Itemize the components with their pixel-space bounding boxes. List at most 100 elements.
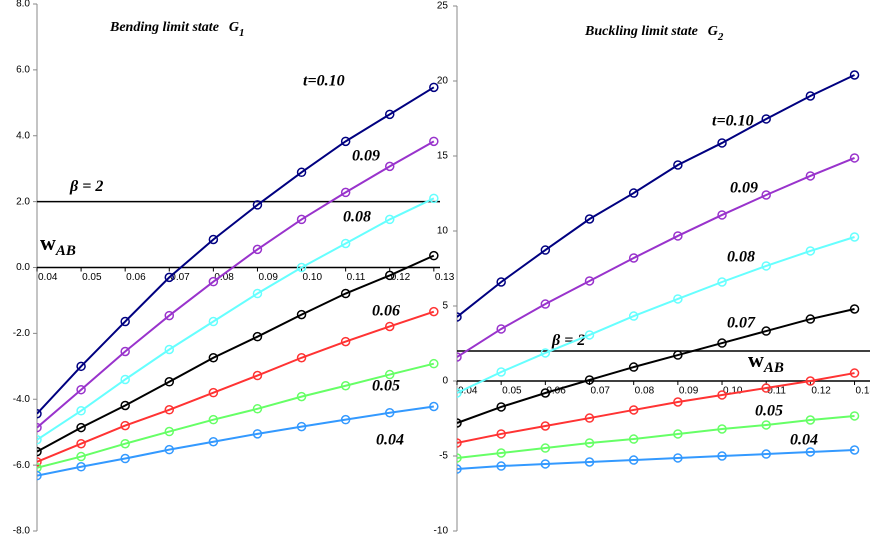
point [120,438,130,449]
series-line [37,86,435,415]
x-tick-label: 0.12 [391,272,411,283]
point [296,352,307,363]
point [384,369,395,380]
point [164,344,175,355]
point [37,408,42,419]
series-line [457,414,855,459]
series-line [37,362,435,469]
point [584,457,595,467]
point [628,434,639,444]
x-tick-label: 0.11 [347,272,366,283]
point [164,272,175,283]
point [496,448,506,458]
point [717,138,727,148]
y-tick-label: 0.0 [16,262,30,273]
point [457,464,462,474]
point [76,406,86,416]
annotation-subscript: AB [763,360,784,376]
series-label: 0.04 [376,432,404,449]
chart-title: Buckling limit state G2 [584,24,724,42]
series-label: 0.07 [727,315,756,332]
point [761,261,771,271]
point [805,376,816,386]
point [457,388,462,398]
point [673,453,683,463]
y-tick-label: -2.0 [13,328,31,339]
point [584,276,595,286]
point [628,405,639,415]
point [164,377,175,387]
point [164,426,175,437]
point [120,316,130,327]
x-tick-label: 0.12 [811,386,831,397]
point [340,380,351,391]
point [673,294,683,304]
point [457,312,462,322]
point [384,214,395,225]
point [584,330,595,340]
point [673,160,683,170]
title-symbol: G [708,24,718,39]
point [761,420,771,430]
point [296,309,307,320]
point [673,429,683,439]
y-tick-label: -8.0 [13,526,31,537]
point [628,362,639,372]
series-label: 0.05 [372,378,400,395]
point [761,449,771,459]
series-label: 0.06 [372,303,400,320]
point [496,324,506,334]
point [252,288,263,299]
title-subscript: 2 [717,31,724,43]
series-label: t=0.10 [712,113,754,130]
point [120,374,130,385]
point [76,422,86,433]
point [429,82,439,93]
x-tick-label: 0.13 [435,272,455,283]
point [496,277,506,287]
x-tick-label: 0.07 [170,272,190,283]
point [457,418,462,428]
chart-title: Bending limit state G1 [109,20,245,38]
point [849,70,860,80]
point [761,383,771,393]
point [120,346,130,357]
point [849,232,860,242]
annotation: β = 2 [551,332,585,349]
point [120,420,130,431]
point [252,370,263,381]
point [208,414,219,425]
annotation-text: w [748,347,764,372]
series-label: 0.08 [727,249,755,266]
title-subscript: 1 [239,27,245,39]
point [37,435,42,445]
point [384,270,395,281]
x-tick-label: 0.06 [126,272,146,283]
point [296,262,307,273]
annotation: wAB [748,347,784,376]
point [496,367,506,377]
x-tick-label: 0.10 [723,386,743,397]
point [208,276,219,287]
point [673,231,683,241]
point [805,171,816,181]
x-tick-label: 0.05 [82,272,102,283]
point [429,358,439,369]
y-tick-label: 0 [442,376,448,387]
x-tick-label: 0.08 [214,272,234,283]
point [340,336,351,347]
point [849,304,860,314]
x-tick-label: 0.05 [502,386,522,397]
point [429,250,439,261]
plot [457,70,860,474]
point [340,238,351,249]
point [628,455,639,465]
plot [37,82,439,481]
point [76,361,86,372]
series-line [457,308,855,424]
annotation-text: β = 2 [69,178,103,195]
point [457,453,462,463]
point [296,214,307,225]
point [76,462,86,472]
